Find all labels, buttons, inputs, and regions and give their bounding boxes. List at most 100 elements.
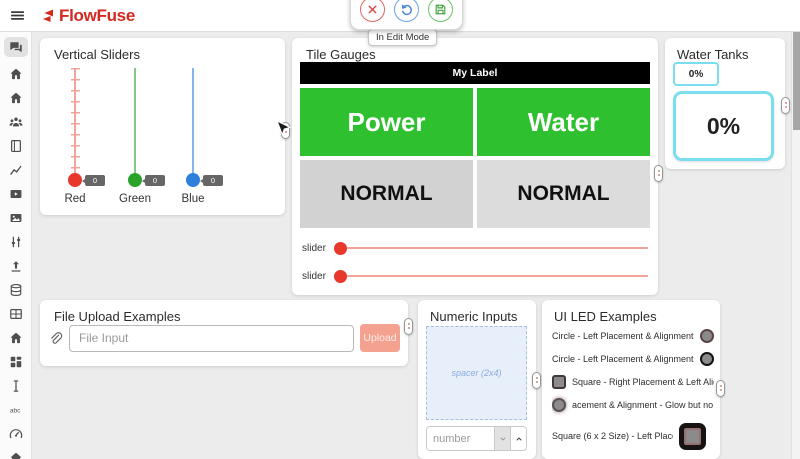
slider-value-badge: 0	[82, 175, 105, 186]
led-circle-indicator	[700, 351, 714, 366]
sidebar-item-line-chart[interactable]	[4, 162, 28, 177]
tile-status-right[interactable]: NORMAL	[477, 160, 650, 228]
card-title: Water Tanks	[677, 47, 749, 62]
sidebar-item-video[interactable]	[4, 186, 28, 201]
led-row: Square (6 x 2 Size) - Left Placement &	[552, 416, 714, 456]
increment-button[interactable]	[510, 427, 526, 450]
card-title: Tile Gauges	[306, 47, 376, 62]
number-input[interactable]	[427, 427, 494, 450]
exit-edit-button[interactable]	[360, 0, 385, 22]
led-circle-indicator	[552, 397, 566, 412]
number-input-group	[426, 426, 527, 451]
sidebar-item-home[interactable]	[4, 450, 28, 459]
sidebar-item-database[interactable]	[4, 282, 28, 297]
layout-spacer: spacer (2x4)	[426, 326, 527, 420]
slider-ticks	[70, 68, 80, 180]
slider-track[interactable]	[134, 68, 136, 180]
sidebar-item-forum[interactable]	[3, 37, 28, 57]
scrollbar-thumb[interactable]	[793, 32, 800, 130]
sidebar-item-home[interactable]	[4, 330, 28, 345]
sidebar-item-upload[interactable]	[4, 258, 28, 273]
sidebar-item-table[interactable]	[4, 306, 28, 321]
line-chart-icon	[9, 163, 23, 177]
flowfuse-logo-icon	[39, 8, 55, 24]
decrement-button[interactable]	[494, 427, 510, 450]
notebook-icon	[9, 139, 23, 153]
led-label: Circle - Left Placement & Alignment - Bo…	[552, 353, 694, 364]
brand-logo[interactable]: FlowFuse	[39, 6, 135, 26]
slider-handle[interactable]	[186, 173, 200, 187]
upload-icon	[9, 259, 23, 273]
slider-label: slider	[302, 270, 326, 282]
horizontal-slider: slider	[302, 241, 648, 255]
tile-status-left[interactable]: NORMAL	[300, 160, 473, 228]
tank-gauge-small: 0%	[673, 62, 719, 86]
slider-value-badge: 0	[200, 175, 223, 186]
sidebar-item-people[interactable]	[4, 114, 28, 129]
database-icon	[9, 283, 23, 297]
gauge-icon	[9, 427, 23, 441]
slider-track[interactable]	[345, 275, 648, 277]
sidebar-item-home[interactable]	[4, 66, 28, 81]
slider-value-badge: 0	[142, 175, 165, 186]
card-title: File Upload Examples	[54, 309, 181, 324]
undo-icon	[400, 3, 413, 16]
card-title: UI LED Examples	[554, 309, 657, 324]
home-icon	[9, 451, 23, 459]
led-row: Circle - Left Placement & Alignment - Bo…	[552, 324, 714, 347]
tile-label-bar: My Label	[300, 62, 650, 84]
led-label: Square (6 x 2 Size) - Left Placement &	[552, 431, 673, 441]
edit-mode-tooltip: In Edit Mode	[368, 29, 438, 46]
resize-handle[interactable]	[654, 165, 663, 182]
sidebar-item-notebook[interactable]	[4, 138, 28, 153]
led-square-indicator	[552, 374, 566, 389]
chevron-up-icon	[515, 435, 523, 443]
resize-handle[interactable]	[716, 380, 725, 397]
video-icon	[9, 187, 23, 201]
led-row: acement & Alignment - Glow but no Border	[552, 393, 714, 416]
save-icon	[434, 3, 447, 16]
horizontal-slider: slider	[302, 269, 648, 283]
brand-name: FlowFuse	[59, 5, 135, 25]
led-row: Square - Right Placement & Left Alignmen…	[552, 370, 714, 393]
vertical-slider-icon	[9, 235, 23, 249]
sidebar-item-abc[interactable]: abc	[4, 402, 28, 417]
slider-handle[interactable]	[68, 173, 82, 187]
svg-text:abc: abc	[9, 407, 20, 414]
abc-icon: abc	[9, 403, 23, 417]
hamburger-icon[interactable]	[9, 7, 26, 24]
home-icon	[9, 331, 23, 345]
slider-label: slider	[302, 242, 326, 254]
resize-handle[interactable]	[404, 318, 413, 335]
table-icon	[9, 307, 23, 321]
undo-button[interactable]	[394, 0, 419, 22]
slider-handle[interactable]	[128, 173, 142, 187]
sidebar-item-text-cursor[interactable]	[4, 378, 28, 393]
blocks-icon	[9, 355, 23, 369]
sidebar-item-gauge[interactable]	[4, 426, 28, 441]
sidebar-item-vertical-slider[interactable]	[4, 234, 28, 249]
slider-handle[interactable]	[334, 269, 347, 283]
led-circle-indicator	[700, 328, 714, 343]
resize-handle[interactable]	[281, 122, 290, 139]
save-button[interactable]	[428, 0, 453, 22]
sidebar-item-image[interactable]	[4, 210, 28, 225]
sidebar-item-blocks[interactable]	[4, 354, 28, 369]
slider-label: Red	[64, 193, 86, 205]
resize-handle[interactable]	[532, 372, 541, 389]
tile-power[interactable]: Power	[300, 88, 473, 156]
card-title: Vertical Sliders	[54, 47, 140, 62]
resize-handle[interactable]	[781, 97, 790, 114]
forum-icon	[9, 40, 23, 54]
file-input[interactable]	[69, 324, 354, 352]
upload-button[interactable]: Upload	[360, 324, 400, 352]
card-numeric-inputs: Numeric Inputs spacer (2x4)	[418, 300, 541, 459]
sidebar-item-home[interactable]	[4, 90, 28, 105]
scrollbar-track[interactable]	[791, 32, 800, 459]
slider-handle[interactable]	[334, 241, 347, 255]
led-label: acement & Alignment - Glow but no Border	[572, 399, 714, 410]
slider-track[interactable]	[192, 68, 194, 180]
slider-track[interactable]	[345, 247, 648, 249]
tile-water[interactable]: Water	[477, 88, 650, 156]
card-file-upload: File Upload Examples Upload	[40, 300, 413, 366]
